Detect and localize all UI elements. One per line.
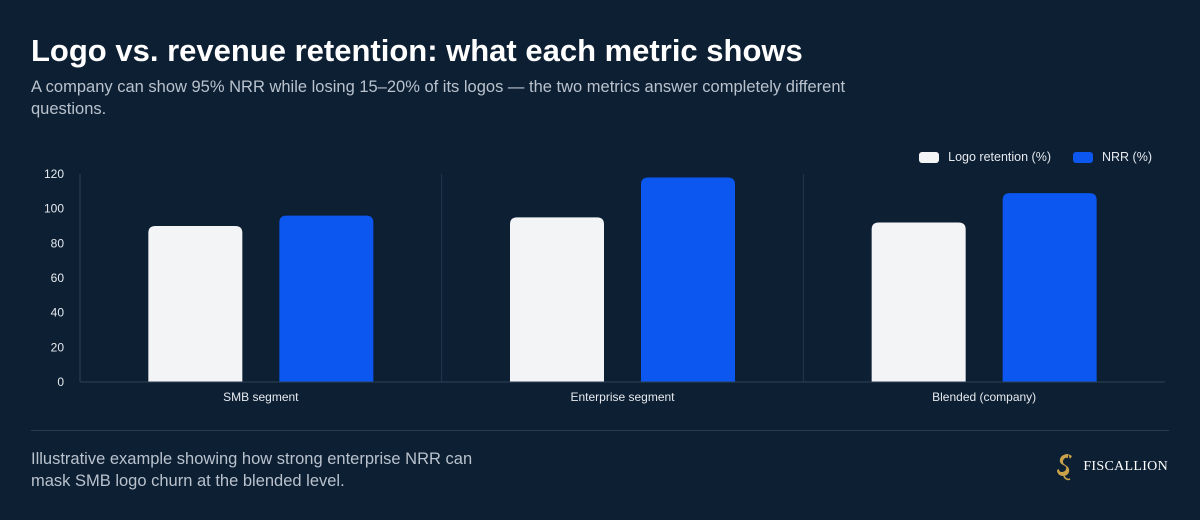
bar-logo-retention xyxy=(871,222,966,382)
y-tick-label: 80 xyxy=(51,236,65,250)
y-tick-label: 20 xyxy=(51,340,65,354)
chart-title: Logo vs. revenue retention: what each me… xyxy=(31,33,803,68)
bar-nrr xyxy=(279,215,374,382)
legend-swatch-logo-retention xyxy=(919,151,940,163)
y-tick-label: 120 xyxy=(44,167,64,181)
y-tick-label: 100 xyxy=(44,202,64,216)
bar-chart: 0 20 40 60 80 100 120 SMB segment Enterprise seg… xyxy=(44,167,1165,404)
bar-nrr xyxy=(641,177,735,382)
footer-divider xyxy=(31,430,1169,431)
y-tick-label: 40 xyxy=(51,306,65,320)
chart-subtitle: A company can show 95% NRR while losing … xyxy=(31,78,846,118)
brand-name: FISCALLION xyxy=(1083,459,1168,474)
x-tick-label: Enterprise segment xyxy=(570,390,675,404)
y-tick-label: 60 xyxy=(51,271,65,285)
chart-legend: Logo retention (%) NRR (%) xyxy=(919,150,1152,164)
legend-item-logo-retention: Logo retention (%) xyxy=(919,150,1051,164)
x-tick-label: SMB segment xyxy=(223,390,299,404)
seahorse-logo-icon xyxy=(1057,454,1073,481)
legend-item-nrr: NRR (%) xyxy=(1073,150,1152,164)
x-tick-label: Blended (company) xyxy=(932,390,1036,404)
legend-swatch-nrr xyxy=(1073,151,1093,163)
footnote: Illustrative example showing how strong … xyxy=(31,450,473,490)
brand-logo: FISCALLION xyxy=(1055,452,1168,482)
legend-label-logo-retention: Logo retention (%) xyxy=(948,150,1051,164)
legend-label-nrr: NRR (%) xyxy=(1102,150,1152,164)
y-tick-label: 0 xyxy=(57,375,64,389)
bar-nrr xyxy=(1002,193,1097,382)
bar-logo-retention xyxy=(510,217,604,382)
bar-logo-retention xyxy=(148,226,243,382)
